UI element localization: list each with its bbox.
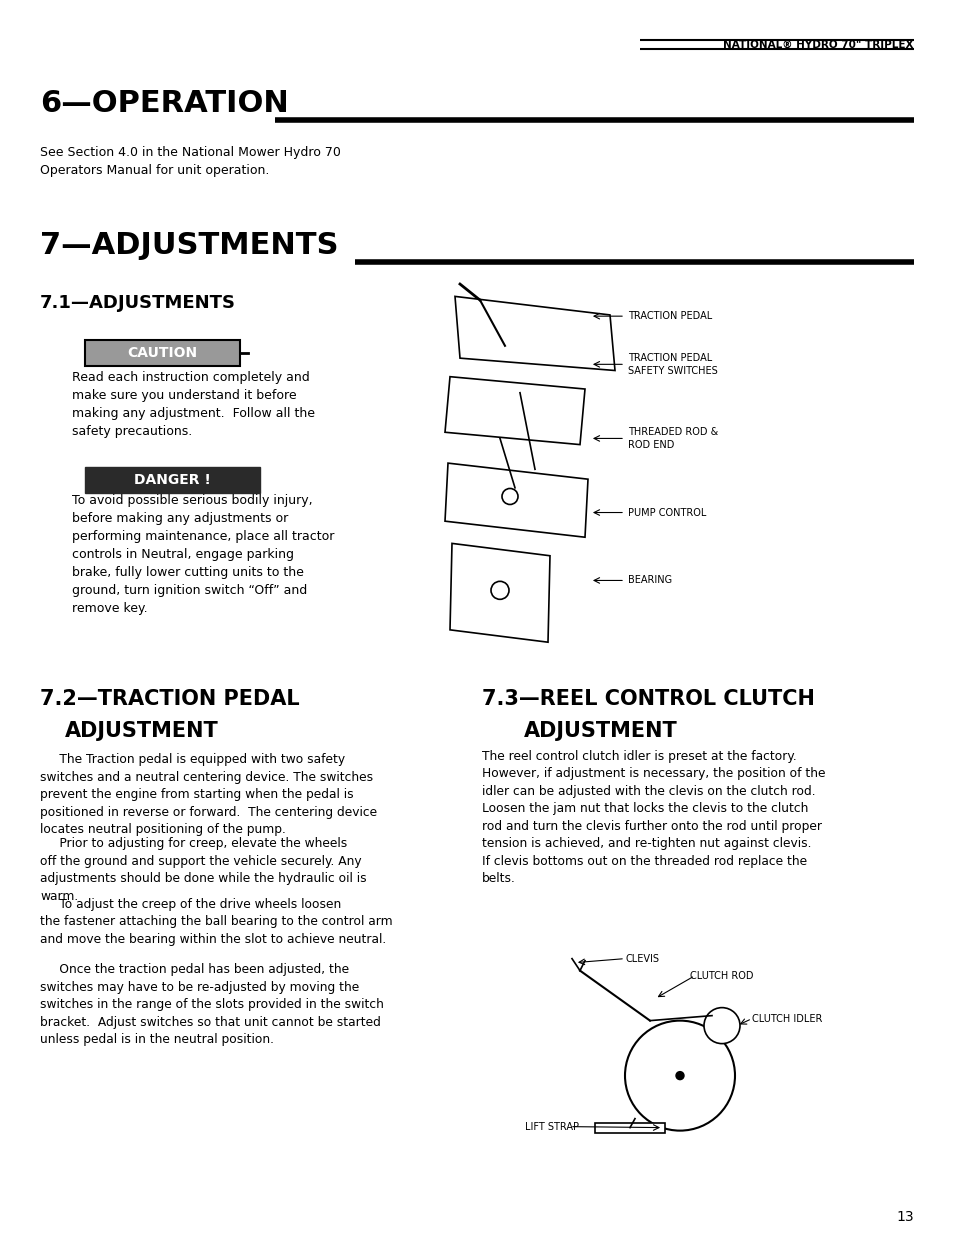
FancyBboxPatch shape [85, 340, 240, 366]
Text: To adjust the creep of the drive wheels loosen
the fastener attaching the ball b: To adjust the creep of the drive wheels … [40, 898, 393, 946]
Text: PUMP CONTROL: PUMP CONTROL [627, 508, 705, 517]
Text: CLUTCH IDLER: CLUTCH IDLER [751, 1014, 821, 1024]
Text: BEARING: BEARING [627, 576, 672, 585]
Text: CLUTCH ROD: CLUTCH ROD [689, 971, 753, 981]
Text: NATIONAL® HYDRO 70" TRIPLEX: NATIONAL® HYDRO 70" TRIPLEX [722, 40, 913, 49]
Circle shape [703, 1008, 740, 1044]
Text: ADJUSTMENT: ADJUSTMENT [65, 721, 218, 741]
Polygon shape [450, 543, 550, 642]
Text: Prior to adjusting for creep, elevate the wheels
off the ground and support the : Prior to adjusting for creep, elevate th… [40, 837, 366, 903]
Text: CLEVIS: CLEVIS [624, 953, 659, 963]
Text: 6—OPERATION: 6—OPERATION [40, 89, 289, 117]
Text: See Section 4.0 in the National Mower Hydro 70
Operators Manual for unit operati: See Section 4.0 in the National Mower Hy… [40, 146, 340, 177]
Text: DANGER !: DANGER ! [134, 473, 211, 487]
Text: 7—ADJUSTMENTS: 7—ADJUSTMENTS [40, 231, 338, 259]
Text: The reel control clutch idler is preset at the factory.
However, if adjustment i: The reel control clutch idler is preset … [481, 750, 824, 885]
Circle shape [624, 1020, 734, 1130]
Text: ADJUSTMENT: ADJUSTMENT [523, 721, 677, 741]
Text: LIFT STRAP: LIFT STRAP [524, 1121, 578, 1131]
Text: TRACTION PEDAL: TRACTION PEDAL [627, 311, 712, 321]
Text: Read each instruction completely and
make sure you understand it before
making a: Read each instruction completely and mak… [71, 370, 314, 437]
Text: 7.1—ADJUSTMENTS: 7.1—ADJUSTMENTS [40, 294, 235, 312]
FancyBboxPatch shape [85, 467, 260, 493]
Text: CAUTION: CAUTION [128, 346, 197, 359]
Circle shape [491, 582, 509, 599]
Text: To avoid possible serious bodily injury,
before making any adjustments or
perfor: To avoid possible serious bodily injury,… [71, 494, 334, 615]
Bar [595, 1123, 664, 1132]
Text: TRACTION PEDAL
SAFETY SWITCHES: TRACTION PEDAL SAFETY SWITCHES [627, 353, 717, 375]
Text: The Traction pedal is equipped with two safety
switches and a neutral centering : The Traction pedal is equipped with two … [40, 753, 376, 836]
Polygon shape [444, 377, 584, 445]
Polygon shape [455, 296, 615, 370]
Text: 7.2—TRACTION PEDAL: 7.2—TRACTION PEDAL [40, 689, 299, 709]
Polygon shape [444, 463, 587, 537]
Circle shape [676, 1072, 683, 1079]
Text: 7.3—REEL CONTROL CLUTCH: 7.3—REEL CONTROL CLUTCH [481, 689, 814, 709]
Text: THREADED ROD &
ROD END: THREADED ROD & ROD END [627, 427, 718, 450]
Text: 13: 13 [896, 1210, 913, 1224]
Circle shape [501, 489, 517, 504]
Text: Once the traction pedal has been adjusted, the
switches may have to be re-adjust: Once the traction pedal has been adjuste… [40, 963, 383, 1046]
